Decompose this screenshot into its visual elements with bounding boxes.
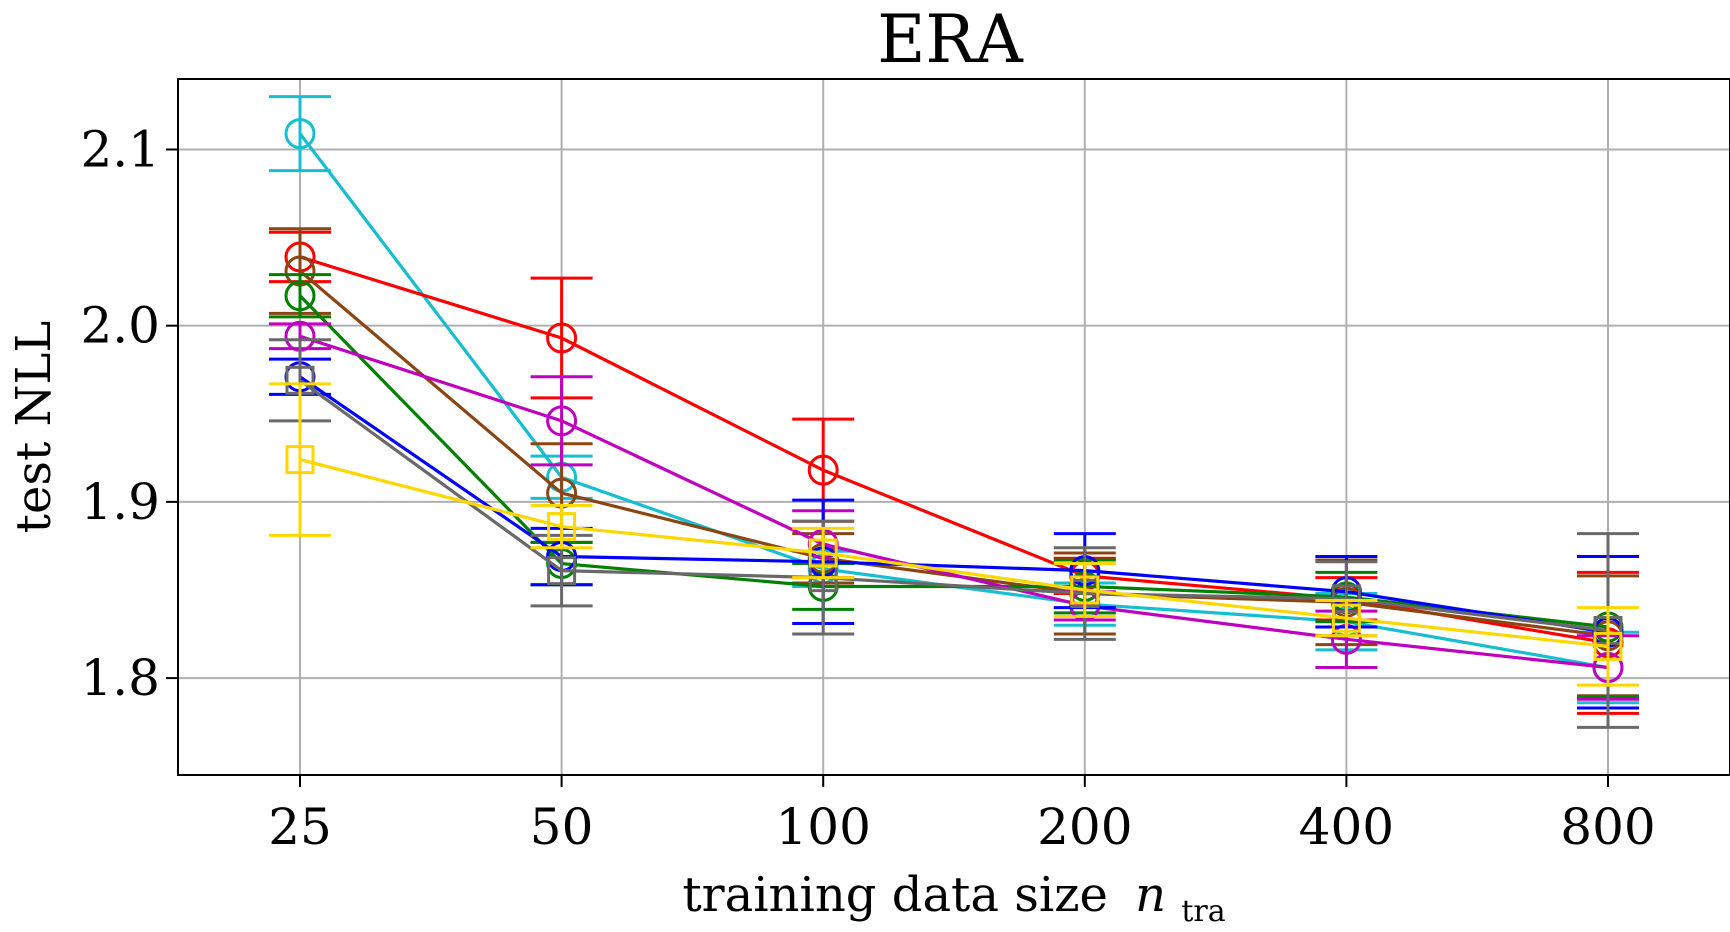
series-gray — [269, 340, 1639, 728]
plot-frame — [178, 79, 1730, 775]
x-tick-label: 200 — [1037, 798, 1132, 856]
series-gold — [269, 384, 1639, 685]
x-tick-label: 25 — [268, 798, 332, 856]
series-cyan — [269, 97, 1639, 703]
series-green — [269, 275, 1639, 698]
y-axis-label: test NLL — [6, 321, 62, 534]
chart: ERA 25 50 100 200 400 800 1.8 1.9 2.0 2.1 test NL… — [0, 0, 1730, 932]
series-magenta — [269, 322, 1639, 699]
series-blue — [269, 359, 1639, 708]
y-tick-label: 1.9 — [80, 473, 160, 531]
y-tick-label: 2.0 — [80, 297, 160, 355]
series-blue-line — [300, 377, 1608, 632]
x-tick-label: 400 — [1299, 798, 1394, 856]
series-gold-line — [300, 460, 1608, 647]
x-tick-label: 50 — [530, 798, 594, 856]
x-tick-label: 800 — [1560, 798, 1655, 856]
x-axis-label-text: training data size — [682, 867, 1108, 923]
x-axis-label-subscript: tra — [1181, 894, 1225, 929]
series-gray-line — [300, 380, 1608, 630]
y-tick-label: 1.8 — [80, 649, 160, 707]
chart-title: ERA — [877, 1, 1024, 78]
x-axis-label-symbol: n — [1135, 867, 1166, 923]
series-layer — [269, 97, 1639, 728]
x-axis-label: training data size n tra — [682, 867, 1225, 929]
x-tick-label: 100 — [775, 798, 870, 856]
series-brown — [269, 229, 1639, 696]
y-tick-label: 2.1 — [80, 120, 160, 178]
grid — [178, 79, 1730, 775]
